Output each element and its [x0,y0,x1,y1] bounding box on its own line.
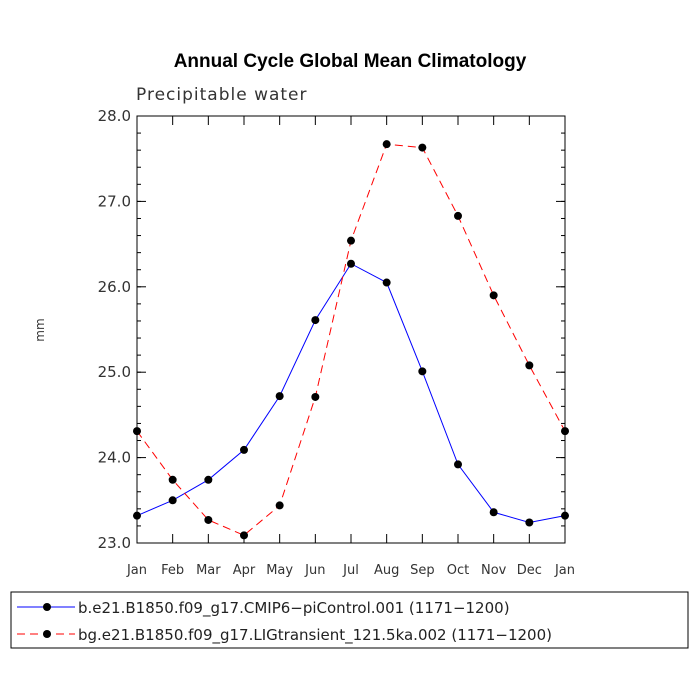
data-point [382,140,391,149]
x-tick-label: Jan [126,563,147,578]
data-point [204,515,213,524]
data-point [240,531,248,540]
legend-label-1: b.e21.B1850.f09_g17.CMIP6−piControl.001 … [78,599,510,618]
legend-marker-1 [43,603,51,611]
y-tick-label: 26.0 [98,278,131,296]
data-point [489,508,498,517]
x-tick-label: Apr [233,563,256,578]
data-point [382,278,391,287]
data-point [311,316,320,325]
legend-marker-2 [43,630,51,638]
y-tick-label: 23.0 [98,534,131,552]
x-tick-label: Sep [410,563,435,578]
x-tick-label: Jun [304,563,325,578]
series-markers [133,140,569,540]
data-point [525,361,534,370]
x-tick-label: Feb [161,563,184,578]
data-point [454,460,462,469]
data-point [454,211,462,220]
series-lines [136,143,566,536]
x-tick-label: Oct [447,563,469,578]
y-tick-label: 24.0 [98,449,131,467]
data-point [418,143,427,152]
legend-box [10,591,689,649]
chart-subtitle: Precipitable water [136,85,308,105]
plot-frame [136,115,566,544]
data-point [240,445,248,454]
data-point [311,392,320,401]
y-tick-label: 27.0 [98,192,131,210]
x-tick-labels: Jan Feb Mar Apr May Jun Jul Aug Sep Oct Nov Dec Jan [126,563,575,578]
data-point [347,259,355,268]
y-tick-labels: 23.0 24.0 25.0 26.0 27.0 28.0 [98,107,131,552]
x-tick-label: Mar [196,563,221,578]
y-tick-label: 25.0 [98,363,131,381]
data-point [133,427,141,436]
x-tick-label: Nov [481,563,507,578]
legend-label-2: bg.e21.B1850.f09_g17.LIGtransient_121.5k… [78,626,552,645]
legend: b.e21.B1850.f09_g17.CMIP6−piControl.001 … [10,591,689,649]
data-point [168,475,177,484]
x-tick-label: May [266,563,293,578]
series-line-1 [136,263,566,524]
data-point [525,518,534,527]
data-point [204,475,213,484]
y-axis-label: mm [33,318,47,341]
data-point [275,501,284,510]
y-tick-label: 28.0 [98,107,131,125]
data-point [561,511,569,520]
data-point [168,496,177,505]
data-point [561,427,569,436]
x-tick-label: Aug [374,563,399,578]
data-point [347,236,355,245]
data-point [133,511,141,520]
series-line-2 [136,143,566,536]
data-point [275,392,284,401]
chart-title: Annual Cycle Global Mean Climatology [174,51,527,72]
data-point [489,291,498,300]
axis-ticks [136,115,566,544]
x-tick-label: Jan [554,563,575,578]
data-point [418,367,427,376]
x-tick-label: Jul [342,563,359,578]
x-tick-label: Dec [517,563,542,578]
